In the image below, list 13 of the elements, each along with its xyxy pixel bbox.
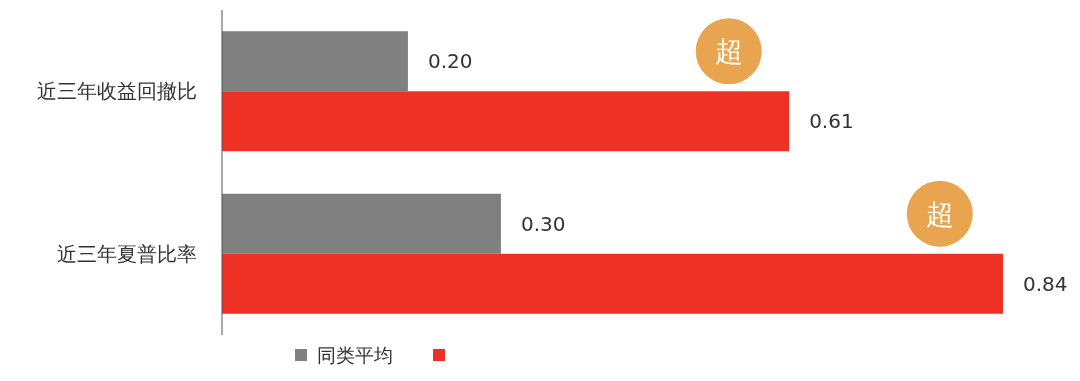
- bar: [222, 193, 501, 254]
- data-label: 0.30: [520, 211, 566, 236]
- bar: [222, 31, 408, 92]
- data-label: 0.20: [427, 49, 473, 74]
- y-tick-label: 近三年收益回撤比: [37, 79, 197, 104]
- bar: [222, 91, 790, 152]
- annotation: 超: [714, 35, 743, 69]
- bar: [222, 253, 1003, 314]
- legend-label: 同类平均: [317, 344, 393, 366]
- annotation: 超: [925, 197, 954, 231]
- y-tick-label: 近三年夏普比率: [57, 241, 197, 266]
- data-label: 0.84: [1023, 271, 1068, 296]
- data-label: 0.61: [809, 109, 854, 134]
